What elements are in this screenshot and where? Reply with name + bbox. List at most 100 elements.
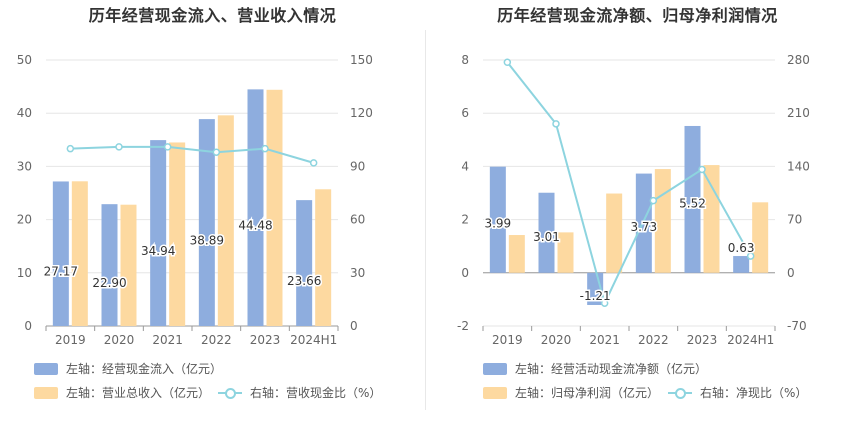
line-point [261,144,269,153]
chart-plot-area: -2 0 2 4 6 8 -70 0 70 140 210 280 2019 2020 2021 2022 20… [457,53,810,347]
bar-series-2 [606,193,623,273]
right-axis-tick-label: 30 [350,266,365,280]
x-axis-tick-label: 2023 [687,333,718,347]
legend-item-series-1[interactable]: 左轴：经营现金流入（亿元） [34,360,222,377]
line-point [552,120,560,128]
legend-swatch-orange [34,386,58,399]
bar-series-1 [198,119,215,327]
legend-label: 右轴：营收现金比（%） [250,386,382,400]
line-series-3 [70,145,314,164]
x-axis-tick-label: 2024H1 [290,333,337,347]
x-axis-tick-label: 2023 [250,333,281,347]
legend-item-series-1[interactable]: 左轴：经营活动现金流净额（亿元） [483,360,707,377]
data-label: -1.21 [580,289,611,303]
bar-series-2 [266,89,283,327]
left-axis-tick-label: 40 [17,106,32,120]
left-axis-tick-label: 6 [461,106,469,120]
bar-series-2 [217,115,234,326]
right-axis-tick-label: 0 [787,266,795,280]
left-axis-tick-label: 2 [461,213,469,227]
legend-label: 左轴：营业总收入（亿元） [66,386,211,400]
panel-divider [425,30,426,410]
bar-series-1 [52,181,69,326]
data-label: 27.17 [44,265,78,279]
chart-panel-cash-inflow-revenue: 历年经营现金流入、营业收入情况 0 10 20 30 40 50 0 30 60 90 120 150… [17,6,382,401]
bar-series-2 [703,165,720,273]
legend-item-series-3[interactable]: 右轴：净现比（%） [668,384,807,401]
legend-item-series-2[interactable]: 左轴：归母净利润（亿元） [483,384,659,401]
data-label: 34.94 [141,244,175,258]
line-point [649,196,658,205]
bar-series-2 [508,235,525,273]
line-point [163,143,172,151]
x-axis-tick-label: 2021 [589,333,620,347]
data-label: 22.90 [92,276,126,290]
right-axis-tick-label: 280 [787,53,810,67]
data-label: 3.01 [533,230,560,244]
bar-series-1 [296,200,313,326]
right-axis-tick-label: 210 [787,106,810,120]
line-point [600,299,609,307]
chart-panel-net-cash-profit: 历年经营现金流净额、归母净利润情况 -2 0 2 4 6 8 -70 0 70 140 210 280… [425,0,850,437]
data-label: 0.63 [728,241,755,255]
right-axis-tick-label: 150 [350,53,373,67]
bar-series-2 [752,202,769,273]
right-axis-tick-label: 60 [350,213,365,227]
left-axis-tick-label: -2 [457,319,469,333]
left-axis-tick-label: 0 [461,266,469,280]
x-axis-tick-label: 2019 [492,333,523,347]
legend-line-icon [218,387,242,399]
bar-series-2 [557,232,574,273]
legend-item-series-3[interactable]: 右轴：营收现金比（%） [218,384,381,401]
x-axis-tick-label: 2021 [152,333,183,347]
legend-label: 左轴：经营现金流入（亿元） [66,362,223,376]
data-label: 5.52 [679,196,706,210]
bar-series-1 [150,140,167,326]
x-axis-tick-label: 2022 [201,333,232,347]
bar-series-1 [538,192,555,273]
x-axis-tick-label: 2020 [104,333,135,347]
left-axis-tick-label: 8 [461,53,469,67]
legend-item-series-2[interactable]: 左轴：营业总收入（亿元） [34,384,210,401]
bar-series-1 [684,125,701,273]
legend-label: 右轴：净现比（%） [700,386,808,400]
left-axis-tick-label: 20 [17,213,32,227]
left-axis-tick-label: 30 [17,159,32,173]
x-axis-tick-label: 2024H1 [727,333,774,347]
data-label: 3.73 [630,220,657,234]
line-point [746,252,755,260]
right-axis-tick-label: 90 [350,159,365,173]
bar-series-1 [247,89,264,327]
bar-series-2 [169,142,186,326]
left-axis-tick-label: 4 [461,159,469,173]
bar-series-2 [654,169,671,273]
line-point [66,144,75,153]
data-label: 23.66 [287,274,321,288]
left-axis-tick-label: 0 [24,319,32,333]
legend-label: 左轴：经营活动现金流净额（亿元） [515,362,708,376]
right-axis-tick-label: -70 [787,319,807,333]
bar-series-2 [71,181,88,326]
line-point [503,58,512,67]
chart-plot-area: 0 10 20 30 40 50 0 30 60 90 120 150 2019 2020 2021 2022… [17,53,373,347]
legend-line-icon [668,387,692,399]
bar-series-1 [733,256,750,273]
chart-title: 历年经营现金流入、营业收入情况 [88,6,337,25]
line-point [115,143,123,151]
legend-swatch-orange [483,386,507,399]
line-point [309,159,318,167]
data-label: 3.99 [484,217,511,231]
legend-swatch-blue [483,362,507,375]
bar-series-1 [635,173,652,273]
bar-series-1 [101,204,118,326]
x-axis-tick-label: 2020 [541,333,572,347]
left-axis-tick-label: 50 [17,53,32,67]
data-label: 44.48 [238,219,272,233]
line-point [698,165,706,174]
line-series-3 [506,61,752,307]
bar-series-2 [315,189,332,326]
line-point [212,148,221,156]
right-axis-tick-label: 140 [787,159,810,173]
right-axis-tick-label: 0 [350,319,358,333]
x-axis-tick-label: 2022 [638,333,669,347]
